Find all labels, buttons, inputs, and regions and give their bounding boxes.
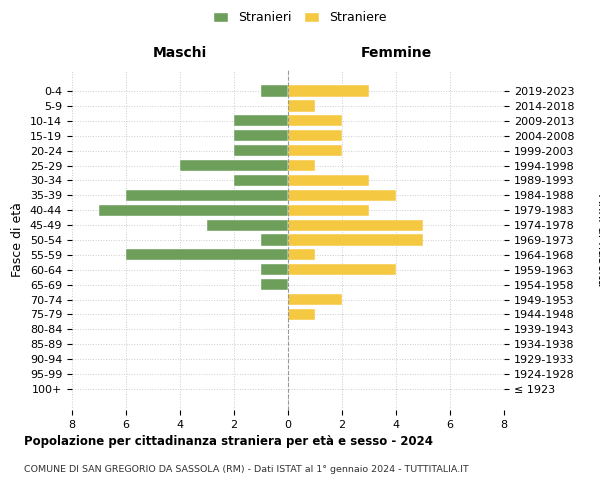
Bar xyxy=(288,86,369,96)
Bar xyxy=(180,160,288,171)
Bar xyxy=(288,145,342,156)
Bar xyxy=(261,86,288,96)
Text: COMUNE DI SAN GREGORIO DA SASSOLA (RM) - Dati ISTAT al 1° gennaio 2024 - TUTTITA: COMUNE DI SAN GREGORIO DA SASSOLA (RM) -… xyxy=(24,465,469,474)
Bar xyxy=(234,130,288,141)
Y-axis label: Anni di nascita: Anni di nascita xyxy=(595,194,600,286)
Y-axis label: Fasce di età: Fasce di età xyxy=(11,202,25,278)
Text: Popolazione per cittadinanza straniera per età e sesso - 2024: Popolazione per cittadinanza straniera p… xyxy=(24,435,433,448)
Bar xyxy=(126,190,288,201)
Bar xyxy=(288,204,369,216)
Bar xyxy=(288,309,315,320)
Bar xyxy=(261,279,288,290)
Bar xyxy=(288,264,396,276)
Bar xyxy=(288,130,342,141)
Bar xyxy=(288,220,423,230)
Bar xyxy=(288,250,315,260)
Bar xyxy=(288,190,396,201)
Text: Femmine: Femmine xyxy=(361,46,431,60)
Bar xyxy=(288,175,369,186)
Bar xyxy=(261,234,288,246)
Bar xyxy=(99,204,288,216)
Legend: Stranieri, Straniere: Stranieri, Straniere xyxy=(208,6,392,29)
Bar xyxy=(234,145,288,156)
Bar xyxy=(288,234,423,246)
Bar xyxy=(261,264,288,276)
Bar xyxy=(207,220,288,230)
Bar xyxy=(234,175,288,186)
Bar xyxy=(288,160,315,171)
Bar xyxy=(126,250,288,260)
Text: Maschi: Maschi xyxy=(153,46,207,60)
Bar xyxy=(288,115,342,126)
Bar xyxy=(288,100,315,112)
Bar xyxy=(234,115,288,126)
Bar xyxy=(288,294,342,305)
